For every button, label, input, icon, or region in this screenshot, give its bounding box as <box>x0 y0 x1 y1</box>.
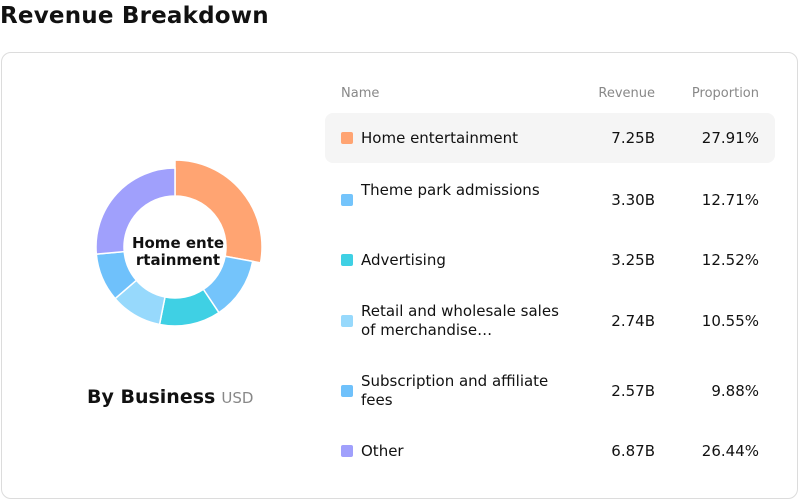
row-name: Advertising <box>361 250 446 269</box>
row-revenue: 3.30B <box>611 190 655 209</box>
donut-svg <box>95 159 263 327</box>
row-revenue: 2.57B <box>611 381 655 400</box>
donut-chart <box>94 159 264 334</box>
page-title: Revenue Breakdown <box>0 3 269 29</box>
donut-slice[interactable] <box>174 159 263 264</box>
row-name: Retail and wholesale sales of merchandis… <box>361 302 559 339</box>
column-header-name: Name <box>341 86 380 101</box>
legend-swatch <box>341 132 353 144</box>
row-proportion: 12.71% <box>701 190 759 209</box>
legend-swatch <box>341 385 353 397</box>
legend-swatch <box>341 445 353 457</box>
chart-caption: By Business USD <box>87 386 253 408</box>
chart-unit: USD <box>221 389 254 407</box>
table-row[interactable]: Other 6.87B 26.44% <box>325 426 775 476</box>
row-revenue: 6.87B <box>611 441 655 460</box>
row-proportion: 9.88% <box>711 381 759 400</box>
row-name: Theme park admissions <box>361 181 540 199</box>
legend-swatch <box>341 254 353 266</box>
row-proportion: 26.44% <box>701 441 759 460</box>
row-name: Home entertainment <box>361 128 519 147</box>
table-row[interactable]: Advertising 3.25B 12.52% <box>325 235 775 285</box>
table-header: Name Revenue Proportion <box>341 86 759 106</box>
row-revenue: 3.25B <box>611 250 655 269</box>
column-header-revenue: Revenue <box>598 86 655 101</box>
row-revenue: 2.74B <box>611 311 655 330</box>
legend-swatch <box>341 194 353 206</box>
donut-slice[interactable] <box>95 167 176 255</box>
legend-swatch <box>341 315 353 327</box>
row-proportion: 27.91% <box>701 128 759 147</box>
table-row[interactable]: Subscription and affiliate fees 2.57B 9.88… <box>325 361 775 421</box>
table-row[interactable]: Retail and wholesale sales of merchandis… <box>325 291 775 351</box>
table-row[interactable]: Home entertainment 7.25B 27.91% <box>325 113 775 163</box>
row-name: Other <box>361 441 404 460</box>
row-proportion: 10.55% <box>701 311 759 330</box>
column-header-proportion: Proportion <box>691 86 759 101</box>
chart-title: By Business <box>87 386 216 408</box>
table-row[interactable]: Theme park admissions 3.30B 12.71% <box>325 170 775 230</box>
row-proportion: 12.52% <box>701 250 759 269</box>
donut-center-label: Home entertainment <box>131 234 225 269</box>
row-revenue: 7.25B <box>611 128 655 147</box>
row-name: Subscription and affiliate fees <box>361 372 549 409</box>
